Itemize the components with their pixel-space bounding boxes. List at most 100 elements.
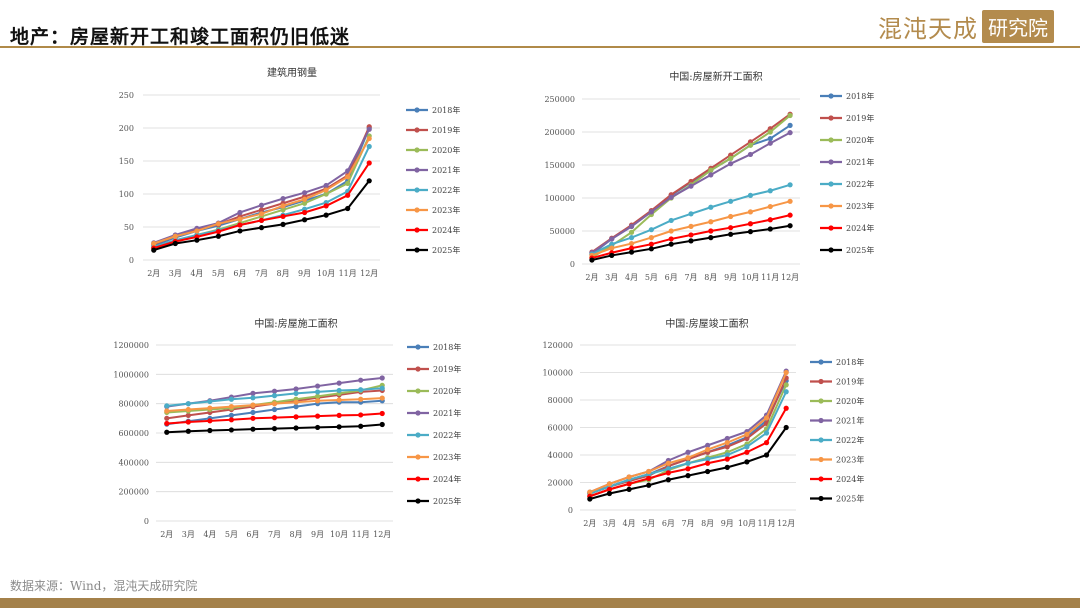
data-point xyxy=(271,401,278,407)
data-point xyxy=(628,249,635,255)
legend-label: 2018年 xyxy=(836,357,864,367)
x-tick-label: 3月 xyxy=(182,530,195,539)
legend-label: 2025年 xyxy=(432,245,460,255)
x-tick-label: 2月 xyxy=(160,530,173,539)
data-point xyxy=(708,219,714,225)
y-tick-label: 0 xyxy=(568,506,573,515)
data-point xyxy=(728,213,734,220)
data-point xyxy=(185,412,191,418)
data-point xyxy=(787,122,793,128)
legend-marker xyxy=(818,437,824,443)
chart-title: 建筑用钢量 xyxy=(267,66,317,79)
data-point xyxy=(628,245,635,251)
data-point xyxy=(665,477,671,483)
x-tick-label: 11月 xyxy=(757,519,775,528)
data-point xyxy=(250,409,256,416)
data-point xyxy=(228,412,235,418)
data-point xyxy=(587,496,593,502)
data-point xyxy=(258,211,265,217)
x-tick-label: 12月 xyxy=(777,519,795,528)
data-point xyxy=(767,217,773,223)
data-point xyxy=(228,417,235,423)
data-point xyxy=(606,481,613,487)
data-point xyxy=(628,240,635,247)
y-tick-label: 250000 xyxy=(544,95,575,104)
data-point xyxy=(787,198,793,204)
data-point xyxy=(172,233,178,239)
legend-label: 2024年 xyxy=(433,474,461,484)
data-point xyxy=(744,459,750,465)
data-point xyxy=(207,427,213,434)
legend-label: 2025年 xyxy=(846,245,874,255)
data-point xyxy=(628,229,635,235)
x-tick-label: 6月 xyxy=(665,273,678,282)
data-point xyxy=(314,398,321,404)
data-point xyxy=(323,191,329,197)
legend-label: 2018年 xyxy=(846,91,874,101)
data-point xyxy=(366,143,372,150)
data-point xyxy=(379,385,385,391)
y-tick-label: 50 xyxy=(124,223,134,232)
data-point xyxy=(336,397,342,403)
data-point xyxy=(728,198,734,204)
legend-marker xyxy=(828,115,834,121)
x-tick-label: 12月 xyxy=(373,530,391,539)
y-tick-label: 40000 xyxy=(548,451,573,460)
x-tick-label: 4月 xyxy=(625,273,638,282)
data-point xyxy=(747,221,754,227)
data-point xyxy=(151,240,157,247)
data-point xyxy=(151,247,157,253)
data-point xyxy=(708,172,714,178)
legend-marker xyxy=(415,498,421,504)
data-point xyxy=(685,455,691,461)
data-point xyxy=(345,192,351,198)
data-point xyxy=(271,393,278,399)
data-point xyxy=(724,452,730,458)
legend-marker xyxy=(818,398,824,404)
y-tick-label: 100000 xyxy=(544,194,575,203)
data-point xyxy=(767,140,773,146)
legend-marker xyxy=(415,344,421,350)
data-point xyxy=(609,241,615,247)
x-tick-label: 4月 xyxy=(190,269,203,278)
y-tick-label: 100 xyxy=(119,190,134,199)
data-point xyxy=(215,229,222,235)
legend-label: 2019年 xyxy=(432,125,460,135)
y-tick-label: 800000 xyxy=(118,400,149,409)
data-point xyxy=(280,207,286,213)
data-point xyxy=(728,155,734,161)
data-point xyxy=(705,468,711,475)
data-point xyxy=(646,468,652,475)
legend-marker xyxy=(414,167,420,173)
data-point xyxy=(685,473,691,479)
data-point xyxy=(628,235,635,241)
chart-title: 中国:房屋施工面积 xyxy=(254,317,337,330)
legend-label: 2024年 xyxy=(432,225,460,235)
data-point xyxy=(185,428,191,434)
data-point xyxy=(744,449,750,455)
data-point xyxy=(185,419,191,425)
x-tick-label: 6月 xyxy=(233,269,246,278)
x-tick-label: 12月 xyxy=(781,273,799,282)
header-divider xyxy=(0,46,1080,48)
legend-marker xyxy=(414,187,420,193)
data-point xyxy=(668,228,674,234)
data-point xyxy=(336,380,342,386)
data-point xyxy=(314,383,321,389)
data-point xyxy=(258,207,265,213)
legend-marker xyxy=(415,388,421,394)
legend-marker xyxy=(828,225,834,231)
data-point xyxy=(747,229,754,235)
logo-box: 研究院 xyxy=(982,9,1054,43)
y-tick-label: 0 xyxy=(129,256,134,265)
data-point xyxy=(323,187,329,193)
data-point xyxy=(379,421,385,428)
legend-label: 2025年 xyxy=(433,496,461,506)
data-point xyxy=(358,412,364,418)
y-tick-label: 250 xyxy=(119,91,134,100)
x-tick-label: 5月 xyxy=(225,530,238,539)
data-point xyxy=(250,426,256,432)
legend-label: 2020年 xyxy=(432,145,460,155)
